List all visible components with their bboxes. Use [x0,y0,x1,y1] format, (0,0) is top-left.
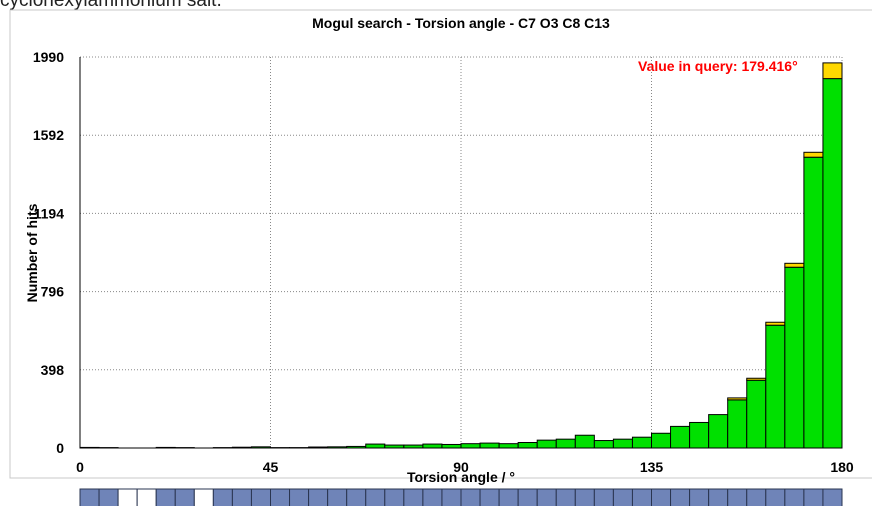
bar [804,152,823,157]
x-tick-label: 135 [640,459,664,475]
strip-cell [80,489,99,506]
strip-cell [556,489,575,506]
strip-cell [537,489,556,506]
chart-title: Mogul search - Torsion angle - C7 O3 C8 … [312,15,610,31]
bar [785,263,804,267]
bar [823,79,842,448]
bar [728,398,747,400]
bar [518,442,537,448]
bar [423,444,442,448]
strip-cell [671,489,690,506]
bar [709,415,728,448]
x-tick-label: 0 [76,459,84,475]
bar [613,439,632,448]
strip-cell [271,489,290,506]
bar [442,444,461,448]
bar [728,400,747,448]
bar [537,440,556,448]
bar [766,322,785,325]
bar [366,444,385,448]
strip-cell [480,489,499,506]
strip-cell [632,489,651,506]
bar [785,267,804,448]
strip-cell [594,489,613,506]
y-tick-label: 0 [56,440,64,456]
strip-cell [823,489,842,506]
strip-cell [728,489,747,506]
bar [499,444,518,448]
strip-cell [290,489,309,506]
bar [747,378,766,380]
strip-cell [442,489,461,506]
strip-cell [232,489,251,506]
strip-cell [99,489,118,506]
y-tick-label: 398 [41,362,65,378]
bar [804,157,823,448]
strip-cell [347,489,366,506]
strip-cell [156,489,175,506]
strip-cell [328,489,347,506]
strip-cell [499,489,518,506]
strip-cell [118,489,137,506]
strip-cell [709,489,728,506]
bar [671,426,690,448]
strip-cell [690,489,709,506]
bar [823,63,842,79]
bar [480,443,499,448]
caption: cyclohexylammonium salt. [0,0,222,11]
x-tick-label: 45 [263,459,279,475]
y-tick-label: 1990 [33,49,64,65]
bar [652,433,671,448]
strip-cell [747,489,766,506]
bar [594,441,613,448]
strip-cell [575,489,594,506]
bar [575,435,594,448]
strip-cell [766,489,785,506]
strip-cell [175,489,194,506]
strip-cell [652,489,671,506]
strip-cell [804,489,823,506]
strip-cell [213,489,232,506]
bar [556,439,575,448]
strip-cell [137,489,156,506]
x-tick-label: 180 [830,459,854,475]
bar [690,422,709,448]
y-tick-label: 1592 [33,127,64,143]
strip-cell [404,489,423,506]
strip-cell [518,489,537,506]
strip-cell [385,489,404,506]
bar [747,380,766,448]
strip-cell [366,489,385,506]
strip-cell [309,489,328,506]
annotation: Value in query: 179.416° [638,58,798,74]
x-tick-label: 90 [453,459,469,475]
strip-cell [461,489,480,506]
bar [461,444,480,448]
y-tick-label: 796 [41,284,65,300]
y-tick-label: 1194 [34,205,65,221]
strip-cell [423,489,442,506]
strip-cell [613,489,632,506]
bar [632,437,651,448]
strip-cell [194,489,213,506]
strip-cell [785,489,804,506]
strip-cell [251,489,270,506]
bar [766,325,785,448]
